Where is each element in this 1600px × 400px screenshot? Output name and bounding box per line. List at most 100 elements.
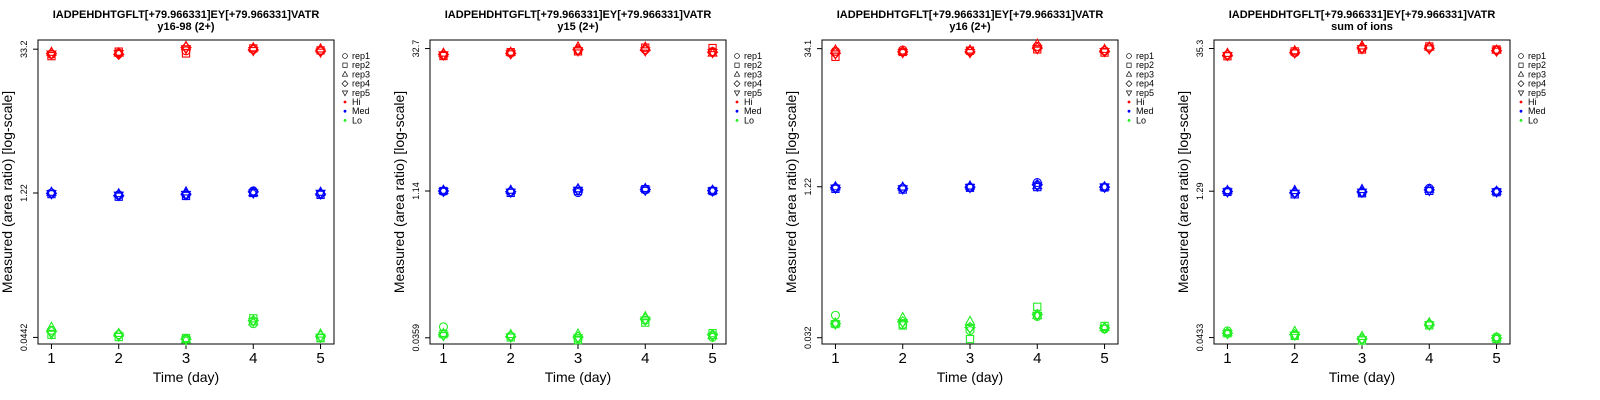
point-hi-rep3-day4 — [639, 41, 651, 51]
legend-label-hi: Hi — [1528, 97, 1537, 107]
legend-label-rep2: rep2 — [1136, 60, 1154, 70]
x-tick-label: 3 — [574, 350, 582, 367]
point-lo-rep5-day3 — [572, 334, 584, 345]
point-med-rep5-day2 — [505, 188, 517, 199]
legend-marker-rep4 — [1517, 80, 1525, 88]
point-lo-rep2-day2 — [898, 321, 907, 330]
legend-label-rep5: rep5 — [1528, 88, 1546, 98]
point-med-rep5-day4 — [1423, 186, 1435, 197]
legend-marker-rep4 — [1125, 80, 1133, 88]
legend-marker-rep4 — [733, 80, 741, 88]
series-med — [1221, 183, 1503, 200]
plot-frame — [1213, 39, 1511, 345]
legend-label-rep3: rep3 — [352, 69, 370, 79]
legend-label-rep1: rep1 — [744, 51, 762, 61]
point-hi-rep5-day5 — [707, 48, 718, 59]
legend-marker-rep5 — [1517, 90, 1525, 97]
legend-label-rep2: rep2 — [352, 60, 370, 70]
legend-label-med: Med — [1528, 106, 1546, 116]
point-med-rep5-day4 — [1031, 182, 1043, 193]
legend-label-rep1: rep1 — [1528, 51, 1546, 61]
legend-label-rep4: rep4 — [744, 79, 762, 89]
point-lo-rep3-day1 — [830, 316, 841, 327]
legend-label-rep1: rep1 — [352, 51, 370, 61]
chart-subtitle: y16 (2+) — [949, 21, 991, 33]
point-med-rep5-day1 — [1222, 188, 1233, 199]
x-tick-label: 5 — [1492, 350, 1500, 367]
point-lo-rep3-day3 — [964, 315, 976, 325]
point-med-rep3-day4 — [247, 186, 259, 197]
legend-marker-rep2 — [342, 62, 348, 68]
x-axis-label: Time (day) — [153, 369, 219, 385]
point-hi-rep3-day5 — [1491, 43, 1502, 54]
point-lo-rep3-day2 — [897, 311, 909, 322]
legend-marker-rep3 — [733, 70, 741, 77]
y-tick-label: 32.7 — [411, 40, 421, 58]
point-hi-rep5-day2 — [1289, 49, 1301, 60]
point-med-rep5-day4 — [247, 189, 259, 200]
y-tick-label: 0.0433 — [1195, 324, 1205, 352]
point-lo-rep5-day4 — [1031, 311, 1043, 322]
point-med-rep5-day5 — [707, 187, 718, 198]
point-lo-rep4-day1 — [45, 325, 58, 338]
point-hi-rep5-day1 — [46, 50, 57, 61]
point-hi-rep5-day5 — [1491, 47, 1502, 58]
x-tick-label: 2 — [1291, 350, 1299, 367]
point-med-rep3-day4 — [1423, 183, 1435, 193]
point-lo-rep5-day5 — [1491, 334, 1502, 345]
series-med — [45, 185, 327, 202]
point-lo-rep5-day1 — [46, 330, 57, 340]
point-med-rep3-day5 — [1491, 185, 1502, 195]
point-hi-rep5-day1 — [1222, 51, 1233, 62]
point-lo-rep3-day1 — [46, 321, 57, 331]
point-med-rep5-day5 — [315, 189, 326, 200]
legend-dot-med — [735, 109, 739, 113]
y-axis-label: Measured (area ratio) [log-scale] — [0, 91, 15, 293]
point-med-rep5-day2 — [1289, 189, 1301, 200]
series-hi — [829, 38, 1111, 61]
series-hi — [45, 40, 327, 61]
x-tick-label: 5 — [1100, 350, 1108, 367]
legend-label-rep4: rep4 — [1136, 79, 1154, 89]
y-tick-label: 1.29 — [1195, 182, 1205, 200]
legend-label-med: Med — [352, 106, 370, 116]
point-med-rep5-day3 — [964, 183, 976, 194]
legend-marker-rep3 — [341, 70, 349, 77]
point-hi-rep3-day1 — [830, 43, 841, 54]
legend-marker-rep5 — [1125, 90, 1133, 97]
legend-label-med: Med — [1136, 106, 1154, 116]
point-lo-rep5-day2 — [897, 319, 909, 329]
point-lo-rep3-day3 — [572, 327, 584, 338]
legend-label-rep3: rep3 — [744, 69, 762, 79]
point-hi-rep5-day3 — [572, 47, 584, 57]
point-lo-rep5-day5 — [315, 333, 326, 344]
x-tick-label: 2 — [115, 350, 123, 367]
point-lo-rep3-day1 — [1222, 326, 1233, 337]
legend-dot-hi — [343, 100, 347, 104]
point-med-rep5-day1 — [438, 187, 449, 198]
x-axis-label: Time (day) — [545, 369, 611, 385]
point-hi-rep3-day4 — [1031, 38, 1043, 48]
series-med — [437, 182, 719, 199]
legend-marker-rep1 — [342, 53, 348, 59]
point-med-rep5-day5 — [1491, 188, 1502, 199]
x-tick-label: 5 — [316, 350, 324, 367]
point-med-rep3-day3 — [964, 179, 976, 190]
series-hi — [437, 40, 719, 61]
legend-marker-rep2 — [1518, 62, 1524, 68]
series-lo — [829, 302, 1111, 344]
legend-label-lo: Lo — [352, 115, 362, 125]
legend-dot-hi — [1519, 100, 1523, 104]
point-hi-rep2-day5 — [708, 43, 717, 53]
legend-dot-hi — [735, 100, 739, 104]
legend-marker-rep1 — [1126, 53, 1132, 59]
point-lo-rep5-day1 — [1222, 330, 1233, 340]
point-med-rep3-day1 — [1222, 184, 1233, 195]
legend-marker-rep5 — [733, 90, 741, 97]
point-med-rep5-day4 — [639, 186, 651, 197]
series-lo — [437, 310, 719, 345]
x-tick-label: 4 — [641, 350, 649, 367]
point-lo-rep5-day4 — [247, 317, 259, 328]
